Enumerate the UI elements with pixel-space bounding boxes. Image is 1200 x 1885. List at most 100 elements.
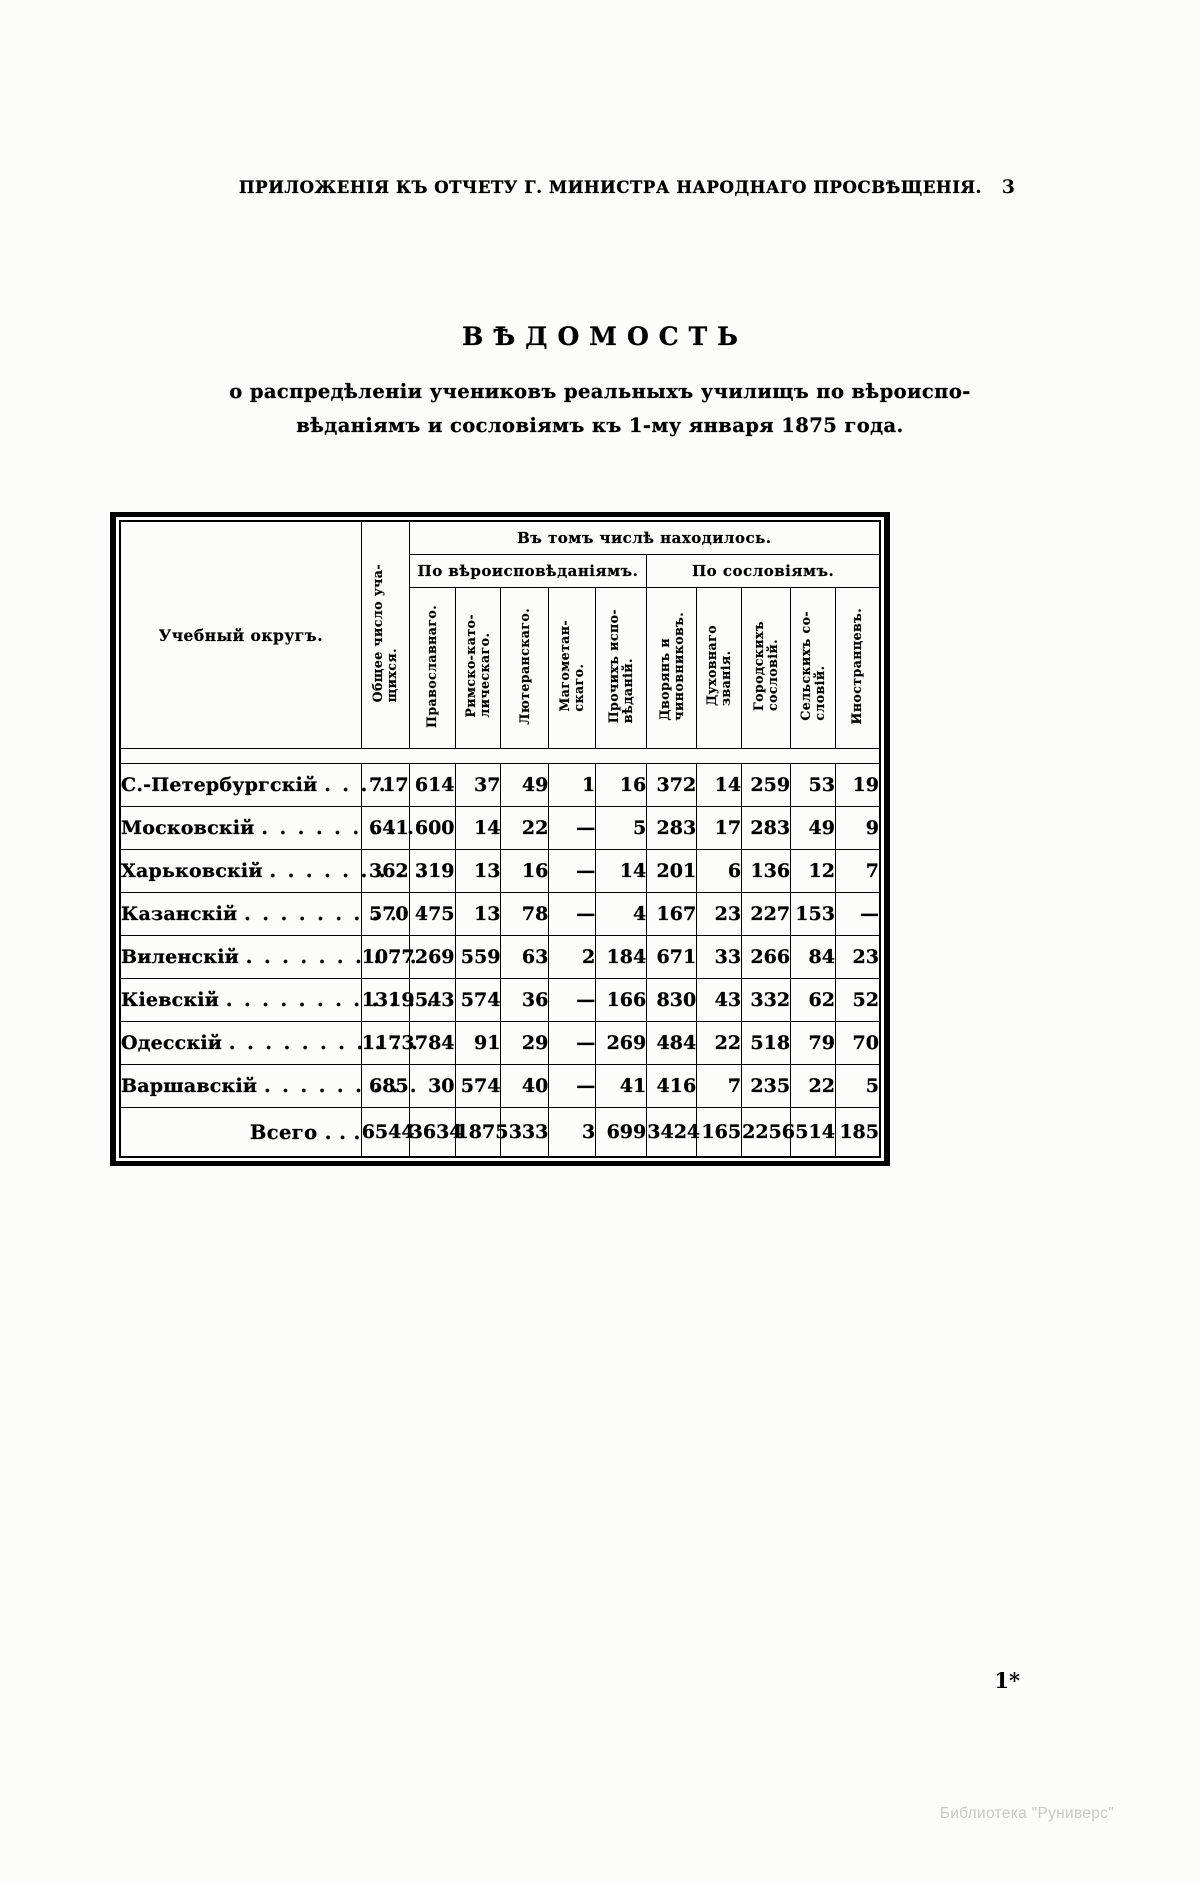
data-cell: 12 bbox=[790, 849, 836, 893]
row-label: Московскій bbox=[121, 817, 255, 839]
data-cell: 227 bbox=[741, 892, 792, 936]
data-cell: 19 bbox=[834, 763, 881, 807]
data-cell: 5 bbox=[834, 1064, 881, 1108]
data-cell: — bbox=[548, 1064, 597, 1108]
data-cell: 23 bbox=[834, 935, 881, 979]
subgroup-faith-label: По вѣроисповѣданіямъ. bbox=[417, 562, 639, 580]
total-row: Всего . . . 6544 3634 1875 333 3 699 3424 165 225… bbox=[120, 1107, 881, 1157]
data-cell: 22 bbox=[696, 1021, 743, 1065]
row-label-cell: Казанскій . . . . . . . . . bbox=[120, 892, 397, 936]
title-block: ВѢДОМОСТЬ о распредѣленіи учениковъ реал… bbox=[0, 322, 1200, 443]
data-cell: 1077 bbox=[360, 935, 415, 979]
col-header-urban-estates: Городскихъ сословій. bbox=[741, 587, 792, 749]
total-cell: 699 bbox=[595, 1107, 648, 1157]
data-cell: 40 bbox=[500, 1064, 550, 1108]
total-label-cell: Всего . . . bbox=[120, 1107, 362, 1157]
document-title: ВѢДОМОСТЬ bbox=[462, 322, 748, 351]
data-cell: 70 bbox=[834, 1021, 881, 1065]
data-cell: 13 bbox=[454, 849, 502, 893]
running-head: ПРИЛОЖЕНІЯ КЪ ОТЧЕТУ Г. МИНИСТРА НАРОДНА… bbox=[0, 176, 1200, 198]
total-cell: 165 bbox=[696, 1107, 743, 1157]
data-cell: 259 bbox=[741, 763, 792, 807]
table-row: Казанскій . . . . . . . . . 570 475 13 78—4 1… bbox=[120, 892, 881, 936]
data-cell: 235 bbox=[741, 1064, 792, 1108]
data-cell: 283 bbox=[741, 806, 792, 850]
row-label-cell: Варшавскій . . . . . . . . . bbox=[120, 1064, 417, 1108]
data-cell: 830 bbox=[646, 978, 698, 1022]
data-cell: 574 bbox=[454, 1064, 502, 1108]
data-cell: 1173 bbox=[360, 1021, 415, 1065]
row-label: Кіевскій bbox=[121, 989, 219, 1011]
data-cell: 201 bbox=[646, 849, 698, 893]
table-row: Кіевскій . . . . . . . . . . . . 1319 543 5… bbox=[120, 978, 881, 1022]
total-cell: 333 bbox=[500, 1107, 550, 1157]
data-cell: 7 bbox=[696, 1064, 743, 1108]
data-cell: 16 bbox=[595, 763, 648, 807]
col-header-orthodox: Православнаго. bbox=[408, 587, 456, 749]
data-cell: 570 bbox=[360, 892, 410, 936]
data-rows: С.-Петербургскій . . . . . 717 614 37 49 1 16 3… bbox=[120, 763, 881, 1108]
row-label: Варшавскій bbox=[121, 1075, 258, 1097]
table-row: С.-Петербургскій . . . . . 717 614 37 49 1 16 3… bbox=[120, 763, 881, 807]
data-cell: 136 bbox=[741, 849, 792, 893]
data-cell: 78 bbox=[500, 892, 550, 936]
data-cell: — bbox=[548, 892, 597, 936]
data-cell: 17 bbox=[696, 806, 743, 850]
row-label-cell: Московскій . . . . . . . . . bbox=[120, 806, 414, 850]
col-header-roman-catholic: Римско-като- лическаго. bbox=[454, 587, 502, 749]
col-header-lutheran: Лютеранскаго. bbox=[500, 587, 550, 749]
table-row: Одесскій . . . . . . . . . . . 1173 784 91 2… bbox=[120, 1021, 881, 1065]
data-cell: 91 bbox=[454, 1021, 502, 1065]
data-cell: 362 bbox=[360, 849, 410, 893]
data-cell: 332 bbox=[741, 978, 792, 1022]
signature-mark: 1* bbox=[994, 1668, 1020, 1693]
data-cell: 559 bbox=[454, 935, 502, 979]
row-label-cell: Харьковскій . . . . . . . . . bbox=[120, 849, 422, 893]
data-cell: 37 bbox=[454, 763, 502, 807]
subgroup-estate-label: По сословіямъ. bbox=[692, 562, 835, 580]
data-cell: 7 bbox=[834, 849, 881, 893]
total-cell: 3 bbox=[548, 1107, 597, 1157]
total-cell: 185 bbox=[834, 1107, 881, 1157]
total-row-container: Всего . . . 6544 3634 1875 333 3 699 3424 165 225… bbox=[120, 1107, 881, 1157]
library-watermark: Библиотека "Руниверс" bbox=[939, 1805, 1114, 1822]
data-cell: 184 bbox=[595, 935, 648, 979]
data-cell: 14 bbox=[696, 763, 743, 807]
row-label: С.-Петербургскій bbox=[121, 774, 318, 796]
statistics-table-container: Учебный округъ. Общее число уча- щихся. … bbox=[110, 512, 890, 1166]
data-cell: 14 bbox=[595, 849, 648, 893]
total-cell: 1875 bbox=[454, 1107, 509, 1157]
data-cell: 9 bbox=[834, 806, 881, 850]
data-cell: 49 bbox=[500, 763, 550, 807]
table-row: Варшавскій . . . . . . . . . 685 30 574 40—4… bbox=[120, 1064, 881, 1108]
data-cell: 79 bbox=[790, 1021, 836, 1065]
data-cell: 49 bbox=[790, 806, 836, 850]
data-cell: 641 bbox=[360, 806, 410, 850]
subtitle-line-2: вѣданіямъ и сословіямъ къ 1-му января 18… bbox=[296, 414, 904, 437]
subtitle-line-1: о распредѣленіи учениковъ реальныхъ учил… bbox=[229, 380, 971, 403]
statistics-table: Учебный округъ. Общее число уча- щихся. … bbox=[120, 521, 881, 1157]
total-cell: 2256 bbox=[741, 1107, 795, 1157]
document-subtitle: о распредѣленіи учениковъ реальныхъ учил… bbox=[0, 375, 1200, 443]
total-cell: 3424 bbox=[646, 1107, 700, 1157]
subgroup-header-estate: По сословіямъ. bbox=[646, 554, 880, 588]
data-cell: — bbox=[548, 978, 597, 1022]
table-row: Виленскій . . . . . . . . . . 1077 269 559 6… bbox=[120, 935, 881, 979]
data-cell: — bbox=[834, 892, 881, 936]
data-cell: 600 bbox=[408, 806, 456, 850]
page-number: 3 bbox=[1001, 176, 1015, 198]
table-row: Московскій . . . . . . . . . 641 600 14 22—5… bbox=[120, 806, 881, 850]
data-cell: 22 bbox=[790, 1064, 836, 1108]
data-cell: 52 bbox=[834, 978, 881, 1022]
col-header-muslim: Магометан- скаго. bbox=[548, 587, 597, 749]
group-header-label: Въ томъ числѣ находилось. bbox=[517, 529, 772, 547]
total-cell: 3634 bbox=[408, 1107, 463, 1157]
data-cell: — bbox=[548, 806, 597, 850]
data-cell: 614 bbox=[408, 763, 456, 807]
data-cell: 4 bbox=[595, 892, 648, 936]
data-cell: 283 bbox=[646, 806, 698, 850]
statistics-table-body bbox=[120, 748, 880, 764]
group-header-included: Въ томъ числѣ находилось. bbox=[408, 521, 881, 555]
col-header-nobility-officials: Дворянъ и чиновниковъ. bbox=[646, 587, 698, 749]
data-cell: 84 bbox=[790, 935, 836, 979]
